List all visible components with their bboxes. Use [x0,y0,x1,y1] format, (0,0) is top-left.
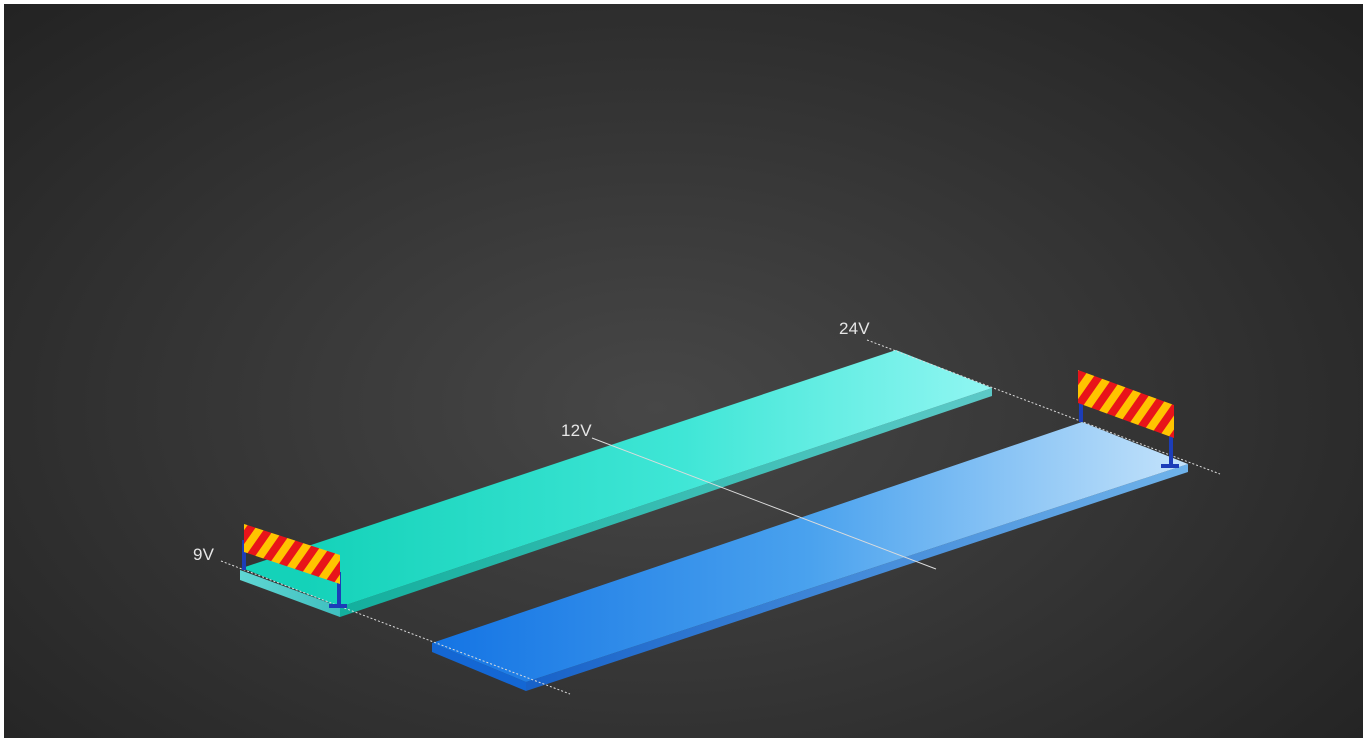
label-9v: 9V [193,545,215,564]
striped-road-barrier-icon [1078,370,1179,468]
teal-strip-end-cap [240,570,340,617]
led-strip-teal [240,350,992,617]
voltage-guide-lines [220,339,1221,695]
diagram-canvas: 9V 12V 24V [4,4,1363,738]
guide-line-12v [591,437,937,570]
voltage-drop-diagram [220,339,1221,695]
teal-strip-side [340,388,992,617]
blue-strip-end-cap [432,643,526,691]
striped-road-barrier-icon [242,524,347,608]
guide-line-24v [866,339,1221,475]
led-strip-blue [432,422,1188,691]
label-24v: 24V [839,319,870,338]
teal-strip-top [242,350,992,607]
blue-strip-side [526,464,1188,691]
label-12v: 12V [561,421,592,440]
blue-strip-top [432,422,1188,682]
